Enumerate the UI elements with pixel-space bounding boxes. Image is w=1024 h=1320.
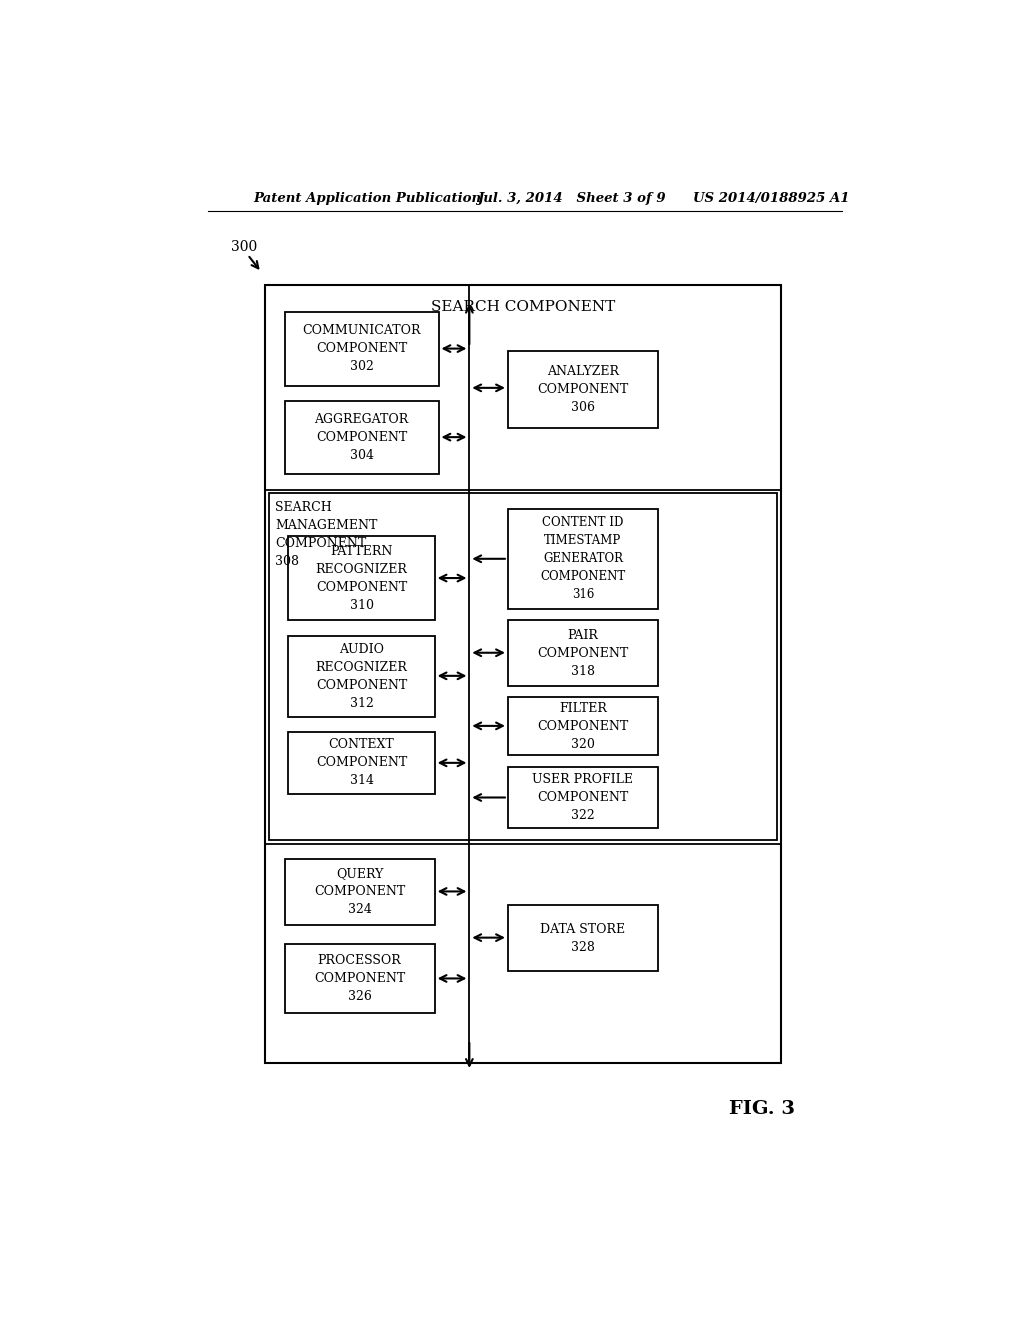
Bar xyxy=(289,636,435,717)
Bar xyxy=(508,697,658,755)
Text: AUDIO
RECOGNIZER
COMPONENT
312: AUDIO RECOGNIZER COMPONENT 312 xyxy=(315,643,408,710)
Bar xyxy=(289,536,435,620)
Text: CONTENT ID
TIMESTAMP
GENERATOR
COMPONENT
316: CONTENT ID TIMESTAMP GENERATOR COMPONENT… xyxy=(541,516,626,602)
Text: COMMUNICATOR
COMPONENT
302: COMMUNICATOR COMPONENT 302 xyxy=(302,325,421,374)
Text: SEARCH COMPONENT: SEARCH COMPONENT xyxy=(431,300,615,314)
Bar xyxy=(265,285,781,1063)
Text: PROCESSOR
COMPONENT
326: PROCESSOR COMPONENT 326 xyxy=(314,954,406,1003)
Bar xyxy=(508,508,658,609)
Bar xyxy=(285,313,438,385)
Bar xyxy=(508,620,658,686)
Text: 300: 300 xyxy=(230,240,257,253)
Text: SEARCH
MANAGEMENT
COMPONENT
308: SEARCH MANAGEMENT COMPONENT 308 xyxy=(275,502,378,568)
Text: US 2014/0188925 A1: US 2014/0188925 A1 xyxy=(692,191,849,205)
Text: Jul. 3, 2014   Sheet 3 of 9: Jul. 3, 2014 Sheet 3 of 9 xyxy=(477,191,666,205)
Text: FILTER
COMPONENT
320: FILTER COMPONENT 320 xyxy=(538,702,629,751)
Text: AGGREGATOR
COMPONENT
304: AGGREGATOR COMPONENT 304 xyxy=(314,413,409,462)
Text: QUERY
COMPONENT
324: QUERY COMPONENT 324 xyxy=(314,867,406,916)
Bar xyxy=(508,906,658,970)
Bar xyxy=(285,944,435,1014)
Text: FIG. 3: FIG. 3 xyxy=(729,1101,795,1118)
Bar xyxy=(285,401,438,474)
Bar xyxy=(508,767,658,829)
Text: CONTEXT
COMPONENT
314: CONTEXT COMPONENT 314 xyxy=(316,738,408,787)
Bar xyxy=(508,351,658,428)
Text: DATA STORE
328: DATA STORE 328 xyxy=(541,923,626,953)
Text: PATTERN
RECOGNIZER
COMPONENT
310: PATTERN RECOGNIZER COMPONENT 310 xyxy=(315,545,408,611)
Bar xyxy=(269,494,777,840)
Text: Patent Application Publication: Patent Application Publication xyxy=(254,191,482,205)
Text: USER PROFILE
COMPONENT
322: USER PROFILE COMPONENT 322 xyxy=(532,774,634,822)
Text: ANALYZER
COMPONENT
306: ANALYZER COMPONENT 306 xyxy=(538,364,629,414)
Text: PAIR
COMPONENT
318: PAIR COMPONENT 318 xyxy=(538,628,629,677)
Bar xyxy=(285,859,435,924)
Bar xyxy=(289,733,435,793)
